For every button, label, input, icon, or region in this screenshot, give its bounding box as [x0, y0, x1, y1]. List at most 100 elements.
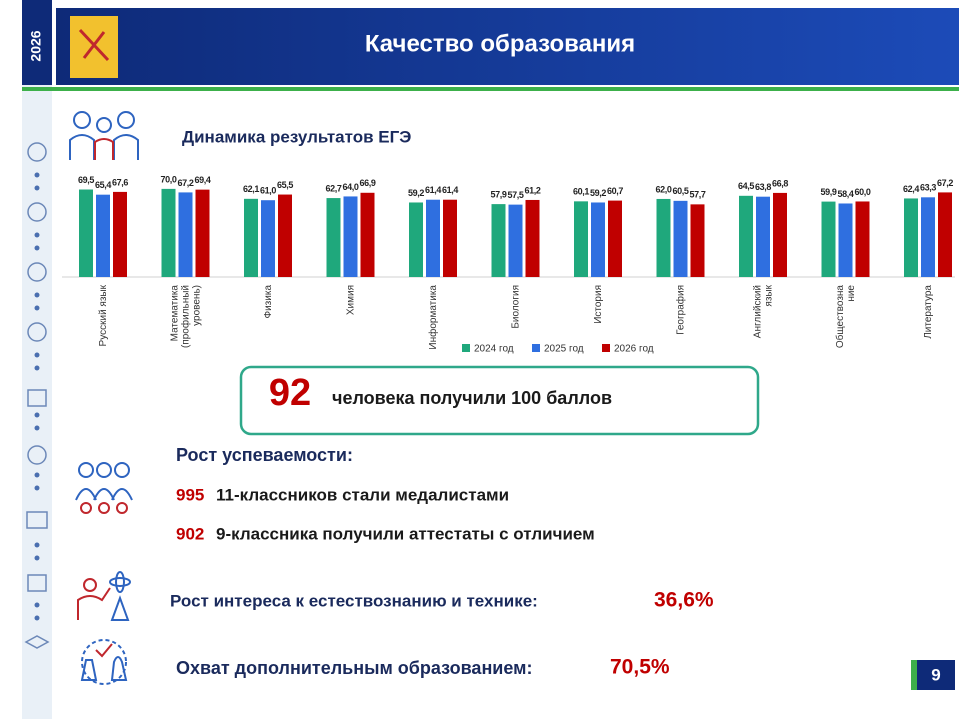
- value-label: 65,4: [95, 180, 111, 190]
- value-label: 62,0: [656, 184, 672, 194]
- chart-title: Динамика результатов ЕГЭ: [182, 127, 411, 146]
- people-icon: [69, 111, 139, 160]
- bar: [113, 191, 127, 277]
- value-label: 60,0: [855, 187, 871, 197]
- coverage-value: 70,5%: [610, 656, 670, 679]
- page-number: 9: [931, 665, 940, 684]
- bar: [491, 204, 506, 277]
- bar: [409, 202, 423, 277]
- bar: [508, 204, 523, 277]
- bar: [178, 192, 193, 277]
- x-tick-label: Биология: [510, 285, 521, 329]
- legend-swatch: [462, 344, 470, 352]
- sidebar-dots: [34, 172, 40, 621]
- x-tick-label: Русский язык: [98, 284, 109, 346]
- legend-label: 2025 год: [544, 344, 584, 355]
- x-tick-label: География: [674, 285, 686, 335]
- header-title: Качество образования: [365, 30, 635, 57]
- bar: [673, 200, 688, 277]
- value-label: 61,0: [260, 186, 276, 196]
- bar: [574, 201, 588, 277]
- sidebar: [22, 0, 52, 719]
- value-label: 62,7: [326, 183, 342, 193]
- value-label: 64,0: [343, 182, 359, 192]
- value-label: 57,9: [491, 189, 507, 199]
- bar: [855, 201, 870, 277]
- growth-number: 995: [176, 485, 204, 504]
- x-tick-label: Математика(профильныйуровень): [169, 285, 202, 348]
- header-band: [56, 8, 959, 85]
- x-tick-label: Обществознание: [834, 285, 857, 349]
- x-tick-label: История: [593, 285, 604, 324]
- value-label: 62,4: [903, 184, 919, 194]
- legend-swatch: [532, 344, 540, 352]
- header-rule: [22, 87, 959, 91]
- bar: [921, 197, 935, 277]
- value-label: 67,2: [937, 178, 953, 188]
- bar: [326, 198, 341, 277]
- value-label: 61,4: [442, 185, 458, 195]
- value-label: 60,5: [673, 186, 689, 196]
- value-label: 59,2: [590, 188, 606, 198]
- emblem-arrows: [78, 28, 110, 62]
- highlight-text: человека получили 100 баллов: [332, 388, 612, 408]
- bar: [821, 201, 836, 277]
- value-label: 57,7: [690, 190, 706, 200]
- bar: [360, 192, 375, 277]
- science-icon: [77, 571, 131, 621]
- value-label: 67,2: [178, 178, 194, 188]
- bar: [904, 198, 918, 277]
- value-label: 66,9: [360, 178, 376, 188]
- page-box: [917, 660, 955, 690]
- value-label: 60,1: [573, 187, 589, 197]
- value-label: 62,1: [243, 184, 259, 194]
- page-accent: [911, 660, 917, 690]
- value-label: 61,2: [525, 185, 541, 195]
- growth-text: 9-классника получили аттестаты с отличие…: [216, 524, 595, 543]
- bar: [96, 194, 110, 277]
- interest-value: 36,6%: [654, 589, 714, 612]
- value-label: 59,9: [821, 187, 837, 197]
- value-label: 61,4: [425, 185, 441, 195]
- bar: [343, 196, 358, 277]
- interest-text: Рост интереса к естествознанию и технике…: [170, 591, 538, 610]
- value-label: 65,5: [277, 180, 293, 190]
- x-tick-label: Физика: [263, 285, 274, 319]
- growth-number: 902: [176, 524, 204, 543]
- highlight-box: [239, 365, 760, 436]
- bar: [773, 192, 787, 277]
- bar: [278, 194, 292, 277]
- value-label: 69,5: [78, 175, 94, 185]
- growth-text: 11-классников стали медалистами: [216, 485, 509, 504]
- year-tab: [22, 0, 52, 85]
- year: 2026: [28, 30, 44, 61]
- value-label: 67,6: [112, 177, 128, 187]
- legend-label: 2024 год: [474, 344, 514, 355]
- bar: [690, 204, 705, 277]
- bar: [838, 203, 853, 277]
- coverage-text: Охват дополнительным образованием:: [176, 658, 532, 678]
- growth-title: Рост успеваемости:: [176, 445, 353, 465]
- bar: [426, 199, 440, 277]
- bar: [938, 192, 952, 277]
- legend-label: 2026 год: [614, 344, 654, 355]
- value-label: 59,2: [408, 188, 424, 198]
- bar: [79, 189, 93, 277]
- bar: [525, 199, 540, 277]
- bar: [756, 196, 770, 277]
- value-label: 64,5: [738, 181, 754, 191]
- value-label: 66,8: [772, 178, 788, 188]
- bar: [591, 202, 605, 277]
- bar: [739, 195, 753, 277]
- bar: [656, 198, 671, 277]
- growth-icon: [75, 462, 133, 514]
- x-tick-label: Литература: [923, 285, 934, 339]
- bar: [244, 198, 258, 277]
- value-label: 63,3: [920, 183, 936, 193]
- highlight-number: 92: [269, 372, 311, 414]
- value-label: 60,7: [607, 186, 623, 196]
- x-tick-label: Информатика: [427, 285, 439, 350]
